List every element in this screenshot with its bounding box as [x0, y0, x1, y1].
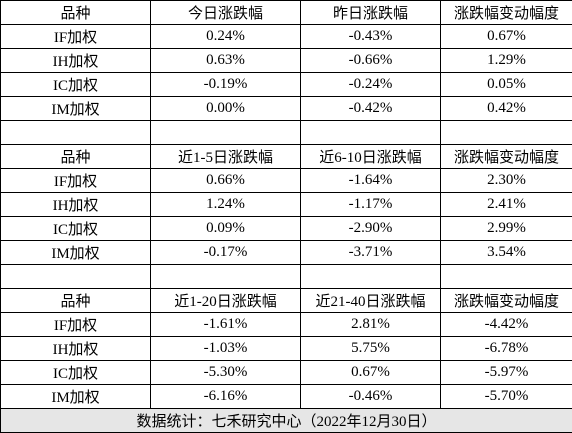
value-cell: -4.42% [440, 312, 572, 337]
value-cell: 0.67% [440, 24, 572, 49]
spacer-row [0, 264, 572, 289]
empty-cell [0, 120, 151, 145]
value-cell: -0.24% [300, 72, 441, 97]
value-cell: 0.63% [150, 48, 301, 73]
row-label: IH加权 [0, 336, 151, 361]
header-cell: 近21-40日涨跌幅 [300, 288, 441, 313]
header-cell: 涨跌幅变动幅度 [440, 288, 572, 313]
row-label: IH加权 [0, 48, 151, 73]
row-label: IC加权 [0, 216, 151, 241]
spacer-row [0, 120, 572, 145]
value-cell: 3.54% [440, 240, 572, 265]
value-cell: -1.64% [300, 168, 441, 193]
value-cell: 0.67% [300, 360, 441, 385]
data-row: IM加权 -6.16% -0.46% -5.70% [0, 384, 572, 409]
data-row: IC加权 0.09% -2.90% 2.99% [0, 216, 572, 241]
data-row: IH加权 1.24% -1.17% 2.41% [0, 192, 572, 217]
value-cell: 0.66% [150, 168, 301, 193]
value-cell: 2.30% [440, 168, 572, 193]
data-row: IM加权 -0.17% -3.71% 3.54% [0, 240, 572, 265]
empty-cell [0, 264, 151, 289]
value-cell: -0.42% [300, 96, 441, 121]
value-cell: 2.81% [300, 312, 441, 337]
data-row: IH加权 -1.03% 5.75% -6.78% [0, 336, 572, 361]
value-cell: -3.71% [300, 240, 441, 265]
footer-note: 数据统计：七禾研究中心（2022年12月30日） [0, 408, 572, 433]
value-cell: -0.46% [300, 384, 441, 409]
header-cell: 涨跌幅变动幅度 [440, 144, 572, 169]
header-cell: 今日涨跌幅 [150, 0, 301, 25]
data-row: IC加权 -0.19% -0.24% 0.05% [0, 72, 572, 97]
row-label: IM加权 [0, 240, 151, 265]
value-cell: 0.05% [440, 72, 572, 97]
value-cell: -0.17% [150, 240, 301, 265]
value-cell: 1.29% [440, 48, 572, 73]
row-label: IM加权 [0, 96, 151, 121]
empty-cell [300, 264, 441, 289]
value-cell: -6.78% [440, 336, 572, 361]
header-cell: 近1-20日涨跌幅 [150, 288, 301, 313]
value-cell: -5.30% [150, 360, 301, 385]
value-cell: -2.90% [300, 216, 441, 241]
header-cell: 品种 [0, 0, 151, 25]
value-cell: -1.61% [150, 312, 301, 337]
value-cell: -0.19% [150, 72, 301, 97]
empty-cell [440, 120, 572, 145]
data-row: IF加权 0.24% -0.43% 0.67% [0, 24, 572, 49]
header-cell: 近1-5日涨跌幅 [150, 144, 301, 169]
data-row: IF加权 -1.61% 2.81% -4.42% [0, 312, 572, 337]
value-cell: -5.97% [440, 360, 572, 385]
row-label: IC加权 [0, 72, 151, 97]
value-cell: 0.24% [150, 24, 301, 49]
row-label: IF加权 [0, 24, 151, 49]
data-row: IC加权 -5.30% 0.67% -5.97% [0, 360, 572, 385]
empty-cell [150, 120, 301, 145]
data-row: IF加权 0.66% -1.64% 2.30% [0, 168, 572, 193]
header-cell: 涨跌幅变动幅度 [440, 0, 572, 25]
value-cell: 0.42% [440, 96, 572, 121]
value-cell: 0.00% [150, 96, 301, 121]
data-row: IM加权 0.00% -0.42% 0.42% [0, 96, 572, 121]
empty-cell [440, 264, 572, 289]
value-cell: -6.16% [150, 384, 301, 409]
row-label: IM加权 [0, 384, 151, 409]
header-row: 品种 今日涨跌幅 昨日涨跌幅 涨跌幅变动幅度 [0, 0, 572, 25]
row-label: IF加权 [0, 312, 151, 337]
header-cell: 品种 [0, 144, 151, 169]
row-label: IC加权 [0, 360, 151, 385]
value-cell: -5.70% [440, 384, 572, 409]
header-cell: 昨日涨跌幅 [300, 0, 441, 25]
row-label: IF加权 [0, 168, 151, 193]
value-cell: 2.99% [440, 216, 572, 241]
footer-row: 数据统计：七禾研究中心（2022年12月30日） [0, 408, 572, 433]
value-cell: -0.66% [300, 48, 441, 73]
value-cell: -0.43% [300, 24, 441, 49]
empty-cell [300, 120, 441, 145]
row-label: IH加权 [0, 192, 151, 217]
header-cell: 近6-10日涨跌幅 [300, 144, 441, 169]
value-cell: 5.75% [300, 336, 441, 361]
header-row: 品种 近1-5日涨跌幅 近6-10日涨跌幅 涨跌幅变动幅度 [0, 144, 572, 169]
value-cell: -1.03% [150, 336, 301, 361]
data-row: IH加权 0.63% -0.66% 1.29% [0, 48, 572, 73]
value-cell: 1.24% [150, 192, 301, 217]
empty-cell [150, 264, 301, 289]
header-row: 品种 近1-20日涨跌幅 近21-40日涨跌幅 涨跌幅变动幅度 [0, 288, 572, 313]
header-cell: 品种 [0, 288, 151, 313]
value-cell: 0.09% [150, 216, 301, 241]
value-cell: 2.41% [440, 192, 572, 217]
value-cell: -1.17% [300, 192, 441, 217]
